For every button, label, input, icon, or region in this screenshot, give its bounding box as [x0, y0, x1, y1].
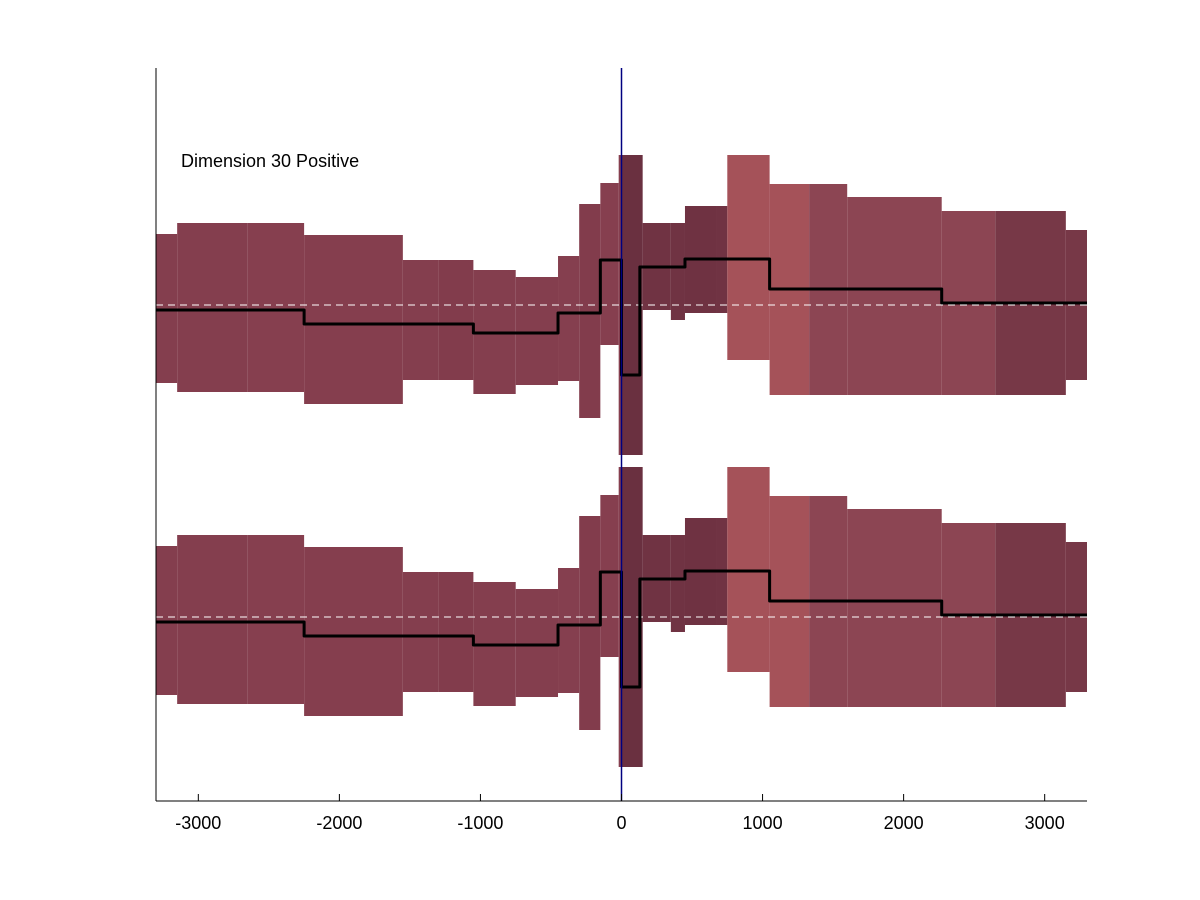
band-segment-top-3	[304, 235, 403, 404]
x-tick-label: 1000	[743, 813, 783, 833]
band-segment-bottom-1	[177, 535, 248, 704]
band-segment-bottom-12	[621, 467, 643, 767]
band-segment-top-23	[1065, 230, 1087, 380]
band-segment-bottom-14	[670, 535, 685, 632]
band-segment-top-7	[515, 277, 559, 385]
band-segment-bottom-20	[847, 509, 942, 707]
band-segment-top-12	[621, 155, 643, 455]
x-tick-label: 2000	[884, 813, 924, 833]
band-segment-top-8	[558, 256, 580, 381]
band-segment-bottom-2	[247, 535, 305, 704]
band-segment-top-20	[847, 197, 942, 395]
band-segment-bottom-5	[438, 572, 474, 692]
x-tick-label: -3000	[175, 813, 221, 833]
band-segment-bottom-8	[558, 568, 580, 693]
band-segment-bottom-23	[1065, 542, 1087, 692]
x-tick-label: 0	[616, 813, 626, 833]
band-segment-top-14	[670, 223, 685, 320]
band-segment-top-5	[438, 260, 474, 380]
x-tick-label: -1000	[457, 813, 503, 833]
band-segment-bottom-9	[579, 516, 601, 730]
band-segment-top-4	[402, 260, 439, 380]
band-segment-bottom-10	[600, 495, 619, 657]
band-segment-top-10	[600, 183, 619, 345]
x-tick-label: 3000	[1025, 813, 1065, 833]
band-segment-top-9	[579, 204, 601, 418]
band-segment-bottom-4	[402, 572, 439, 692]
x-tick-label: -2000	[316, 813, 362, 833]
band-segment-bottom-7	[515, 589, 559, 697]
band-segment-top-2	[247, 223, 305, 392]
band-segment-bottom-3	[304, 547, 403, 716]
x-ticks: -3000 -2000 -1000 0 1000 2000 3000	[175, 794, 1065, 833]
panel-annotation: Dimension 30 Positive	[181, 151, 359, 171]
band-segment-top-1	[177, 223, 248, 392]
